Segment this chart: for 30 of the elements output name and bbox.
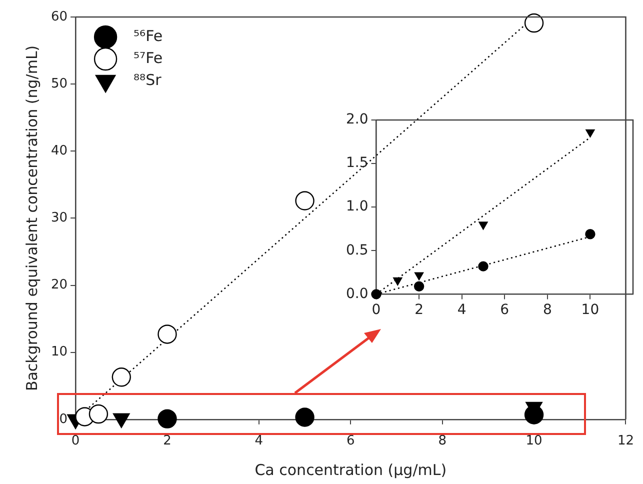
y-tick-label: 30 [50, 210, 68, 226]
y-tick-label: 0.0 [346, 286, 368, 302]
x-tick-label: 10 [581, 302, 600, 318]
y-tick-label: 60 [50, 9, 68, 24]
legend-label: ⁸⁸Sr [134, 70, 162, 89]
y-tick-label: 20 [50, 278, 68, 293]
y-tick-label: 1.0 [346, 198, 368, 215]
legend-label: ⁵⁷Fe [134, 48, 163, 67]
x-tick-label: 12 [617, 434, 634, 449]
x-tick-label: 0 [71, 434, 80, 449]
x-tick-label: 2 [414, 302, 424, 318]
x-tick-label: 6 [346, 434, 355, 449]
x-tick-label: 4 [457, 302, 466, 318]
y-axis-title: Background equivalent concentration (ng/mL) [22, 45, 41, 392]
x-tick-label: 0 [372, 302, 381, 318]
y-tick-label: 1.5 [346, 155, 368, 172]
legend-label: ⁵⁶Fe [134, 26, 163, 45]
x-tick-label: 8 [542, 302, 552, 318]
x-tick-label: 4 [254, 434, 264, 449]
y-tick-label: 50 [50, 76, 68, 92]
y-tick-label: 0 [59, 412, 68, 427]
y-tick-label: 40 [50, 144, 68, 159]
y-tick-label: 0.5 [346, 242, 368, 258]
x-tick-label: 2 [163, 434, 172, 449]
x-tick-label: 6 [500, 302, 510, 318]
y-tick-label: 10 [50, 344, 68, 360]
x-tick-label: 8 [438, 434, 446, 449]
x-tick-label: 10 [526, 434, 542, 449]
x-axis-title: Ca concentration (µg/mL) [254, 460, 447, 479]
y-tick-label: 2.0 [346, 112, 368, 128]
